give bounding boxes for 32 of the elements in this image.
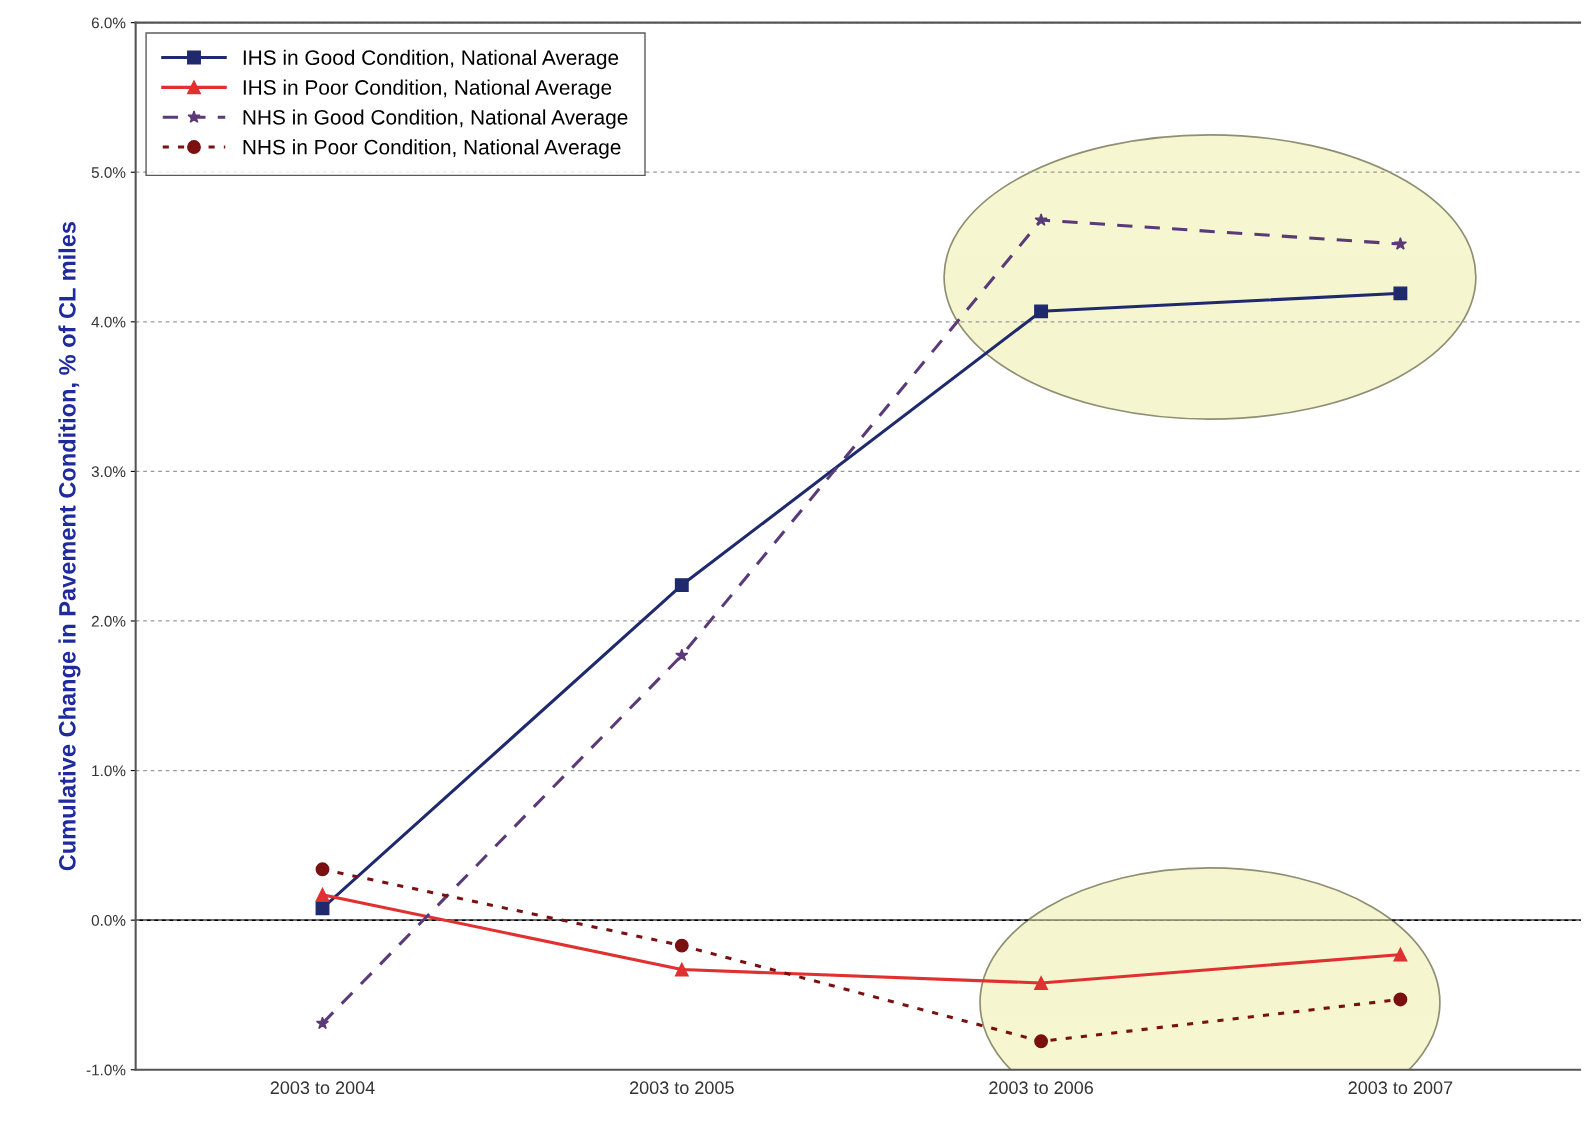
y-tick-label: 3.0%	[91, 466, 126, 478]
point	[1034, 213, 1048, 226]
point	[674, 938, 689, 953]
point	[1034, 304, 1049, 319]
point	[1034, 1034, 1049, 1049]
y-tick-label: -1.0%	[86, 1064, 126, 1076]
y-tick-label: 5.0%	[91, 167, 126, 178]
x-tick-label: 2003 to 2004	[270, 1081, 375, 1095]
point	[315, 862, 330, 877]
x-tick-label: 2003 to 2007	[1348, 1081, 1453, 1095]
x-tick-label: 2003 to 2006	[989, 1081, 1094, 1095]
point	[1393, 992, 1408, 1007]
y-axis-title: Cumulative Change in Pavement Condition, % of CL miles	[58, 222, 81, 871]
point	[1034, 976, 1049, 990]
point	[315, 1016, 330, 1030]
x-tick-label: 2003 to 2005	[630, 1081, 734, 1095]
y-tick-label: 0.0%	[91, 915, 126, 926]
point	[1393, 286, 1408, 301]
point	[1393, 237, 1408, 250]
y-tick-label: 4.0%	[91, 316, 126, 328]
point	[674, 962, 689, 977]
legend-label: NHS in Good Condition, National Average	[243, 109, 628, 129]
point	[1393, 947, 1408, 962]
point	[315, 887, 330, 902]
y-tick-label: 1.0%	[92, 765, 126, 777]
point	[675, 648, 689, 662]
y-tick-label: 6.0%	[91, 17, 126, 29]
legend-label: IHS in Good Condition, National Average	[243, 49, 619, 70]
point	[674, 578, 689, 593]
legend-label: IHS in Poor Condition, National Average	[243, 79, 612, 99]
y-tick-label: 2.0%	[91, 615, 126, 627]
legend-label: NHS in Poor Condition, National Average	[243, 139, 621, 159]
